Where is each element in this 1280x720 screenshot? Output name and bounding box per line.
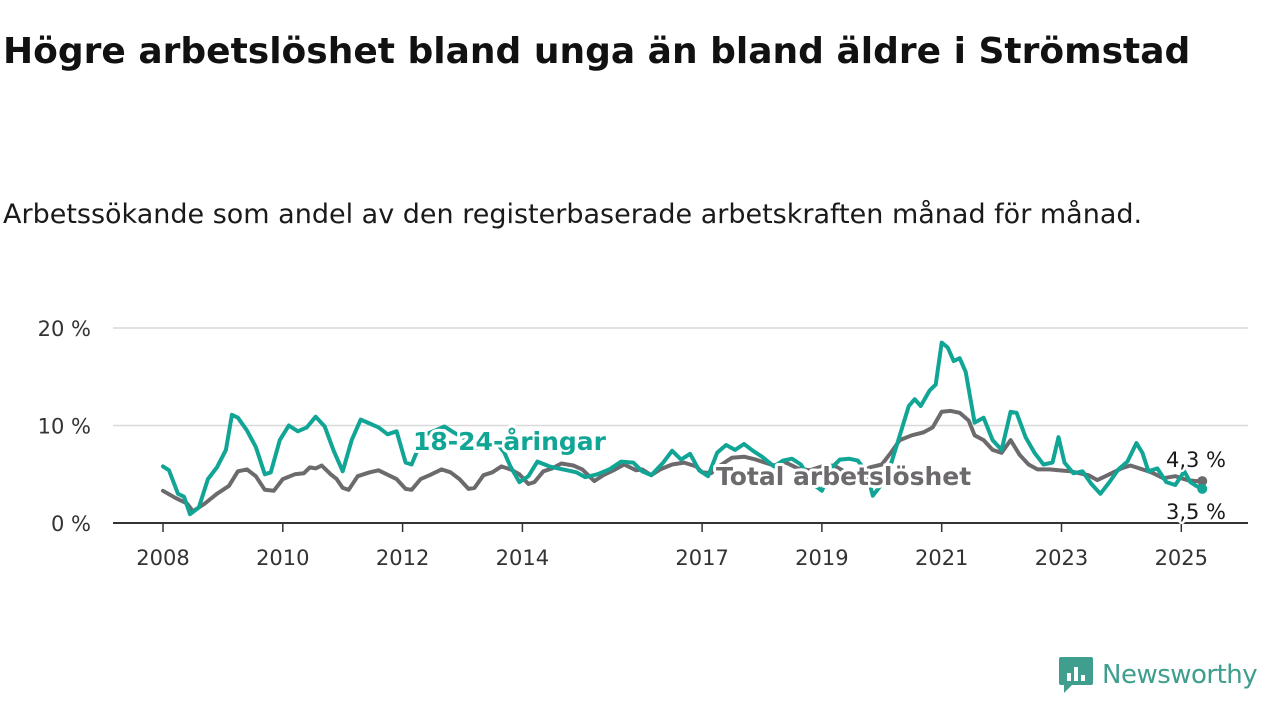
chart-subtitle: Arbetssökande som andel av den registerb… — [3, 199, 1143, 230]
end-point-total — [1197, 476, 1208, 487]
y-tick-label: 20 % — [38, 317, 91, 341]
newsworthy-logo-icon — [1059, 657, 1093, 693]
x-tick-label: 2010 — [256, 546, 309, 570]
x-tick-label: 2019 — [795, 546, 848, 570]
series-lines — [161, 340, 1208, 517]
newsworthy-logo: Newsworthy — [1058, 655, 1258, 695]
end-value-total-label: 4,3 % — [1166, 448, 1226, 472]
x-tick-label: 2017 — [675, 546, 728, 570]
y-tick-label: 0 % — [51, 512, 91, 536]
x-tick-label: 2021 — [915, 546, 968, 570]
brand-name: Newsworthy — [1102, 660, 1258, 690]
y-tick-label: 10 % — [38, 415, 91, 439]
line-chart: 0 % 10 % 20 % 2008 2010 2012 2014 2017 2019 2021 2… — [38, 317, 1248, 570]
x-tick-label: 2023 — [1035, 546, 1088, 570]
x-tick-label: 2008 — [136, 546, 189, 570]
series-label-young: 18-24-åringar — [413, 427, 607, 456]
end-value-young-label: 3,5 % — [1166, 500, 1226, 524]
x-tick-label: 2025 — [1155, 546, 1208, 570]
series-label-total: Total arbetslöshet — [716, 462, 971, 491]
chart-labels: 18-24-åringar Total arbetslöshet 4,3 % 3… — [410, 424, 1229, 527]
x-tick-label: 2012 — [376, 546, 429, 570]
grid-lines: 0 % 10 % 20 % 2008 2010 2012 2014 2017 2019 2021 2… — [38, 317, 1248, 570]
x-tick-label: 2014 — [496, 546, 549, 570]
series-line-young — [161, 340, 1205, 517]
page-title: Högre arbetslöshet bland unga än bland ä… — [3, 31, 1191, 72]
end-point-young — [1197, 483, 1208, 494]
